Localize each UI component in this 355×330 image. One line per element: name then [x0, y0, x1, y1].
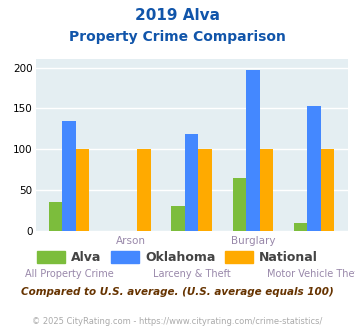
Text: Motor Vehicle Theft: Motor Vehicle Theft	[267, 269, 355, 279]
Bar	[294, 223, 307, 231]
Text: Larceny & Theft: Larceny & Theft	[153, 269, 231, 279]
Bar	[307, 106, 321, 231]
Bar	[321, 149, 334, 231]
Text: © 2025 CityRating.com - https://www.cityrating.com/crime-statistics/: © 2025 CityRating.com - https://www.city…	[32, 317, 323, 326]
Bar	[76, 149, 89, 231]
Text: Property Crime Comparison: Property Crime Comparison	[69, 30, 286, 44]
Legend: Alva, Oklahoma, National: Alva, Oklahoma, National	[32, 246, 323, 269]
Text: 2019 Alva: 2019 Alva	[135, 8, 220, 23]
Bar	[137, 149, 151, 231]
Bar	[49, 202, 62, 231]
Bar	[185, 134, 198, 231]
Text: All Property Crime: All Property Crime	[25, 269, 114, 279]
Text: Compared to U.S. average. (U.S. average equals 100): Compared to U.S. average. (U.S. average …	[21, 287, 334, 297]
Bar	[171, 206, 185, 231]
Bar	[62, 121, 76, 231]
Bar	[233, 178, 246, 231]
Bar	[246, 70, 260, 231]
Bar	[260, 149, 273, 231]
Bar	[198, 149, 212, 231]
